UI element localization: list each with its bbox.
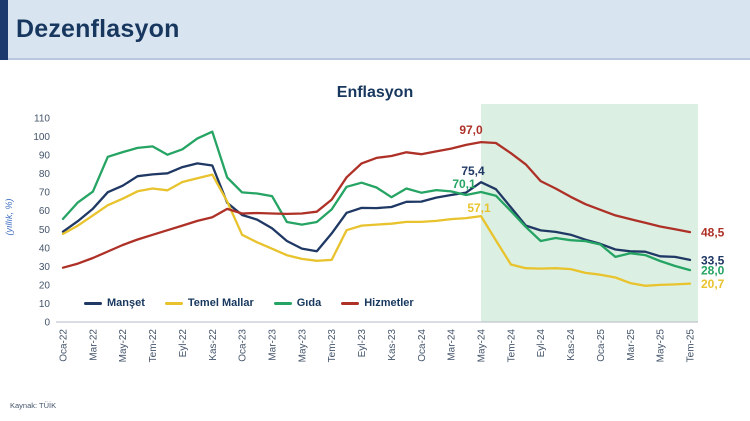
x-tick-label: Tem-23	[327, 329, 338, 363]
y-tick-label: 90	[39, 151, 51, 162]
legend-swatch	[84, 301, 102, 305]
y-tick-label: 80	[39, 169, 51, 180]
x-tick-label: Tem-25	[686, 329, 697, 363]
chart-title: Enflasyon	[336, 84, 414, 101]
chart-legend: Manşet Temel Mallar Gıda Hizmetler	[84, 297, 414, 309]
y-tick-label: 20	[39, 280, 51, 291]
y-tick-label: 10	[39, 299, 51, 310]
x-tick-label: Mar-25	[626, 329, 637, 361]
x-tick-label: Eyl-24	[536, 329, 547, 358]
end-label-33,5: 33,5	[701, 253, 725, 267]
data-label-57,1: 57,1	[467, 201, 491, 215]
series-line-manşet	[61, 162, 692, 262]
legend-label: Manşet	[107, 297, 145, 309]
legend-item-hizmetler: Hizmetler	[341, 297, 414, 309]
series-line-hizmetler	[61, 140, 692, 269]
legend-label: Temel Mallar	[187, 297, 254, 309]
x-tick-label: Oca-22	[59, 329, 70, 362]
legend-swatch	[341, 301, 360, 305]
series-line-temel-mallar	[61, 173, 692, 287]
x-tick-label: Oca-25	[596, 329, 607, 362]
legend-item-temel-mallar: Temel Mallar	[164, 297, 254, 309]
y-tick-label: 0	[44, 318, 50, 329]
x-tick-label: Eyl-22	[178, 329, 189, 358]
page-title: Dezenflasyon	[16, 14, 180, 43]
legend-label: Gıda	[296, 297, 322, 309]
data-label-70,1: 70,1	[452, 177, 476, 191]
x-tick-label: Tem-24	[506, 329, 517, 363]
y-tick-label: 60	[39, 206, 51, 217]
x-tick-label: Oca-24	[417, 329, 428, 362]
legend-swatch	[273, 301, 292, 305]
y-tick-label: 70	[39, 188, 51, 199]
header-accent-stripe	[0, 0, 8, 60]
x-tick-label: Tem-22	[148, 329, 159, 363]
legend-item-gıda: Gıda	[273, 297, 322, 309]
x-tick-label: Mar-23	[268, 329, 279, 361]
y-tick-label: 30	[39, 262, 51, 273]
y-tick-label: 100	[33, 132, 50, 143]
x-tick-label: Mar-24	[447, 329, 458, 361]
series-line-gıda	[61, 130, 692, 272]
y-tick-label: 110	[34, 114, 50, 125]
data-label-97,0: 97,0	[459, 123, 483, 137]
x-tick-label: Kas-22	[208, 329, 219, 361]
x-tick-label: May-23	[297, 329, 308, 363]
x-tick-label: Mar-22	[88, 329, 99, 361]
data-label-75,4: 75,4	[461, 164, 485, 178]
source-note: Kaynak: TÜİK	[10, 401, 57, 410]
slide-header: Dezenflasyon	[0, 0, 750, 60]
end-label-48,5: 48,5	[701, 226, 725, 240]
x-tick-label: May-25	[656, 329, 667, 363]
x-tick-label: Kas-24	[566, 329, 577, 361]
legend-swatch	[164, 301, 183, 305]
end-label-28,0: 28,0	[701, 264, 725, 278]
end-label-20,7: 20,7	[701, 277, 725, 291]
y-tick-label: 40	[39, 243, 51, 254]
legend-item-manşet: Manşet	[84, 297, 145, 309]
x-tick-label: May-22	[118, 329, 129, 363]
legend-label: Hizmetler	[364, 297, 414, 309]
x-tick-label: Eyl-23	[357, 329, 368, 358]
y-tick-label: 50	[39, 225, 51, 236]
x-tick-label: May-24	[477, 329, 488, 363]
x-tick-label: Kas-23	[387, 329, 398, 361]
x-tick-label: Oca-23	[238, 329, 249, 362]
